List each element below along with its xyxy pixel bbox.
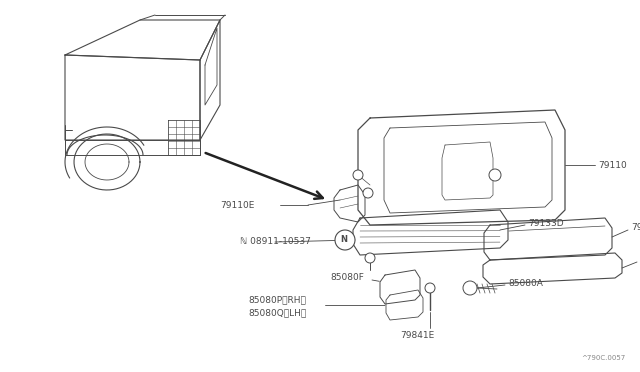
Polygon shape (380, 270, 420, 304)
Circle shape (463, 281, 477, 295)
Text: 79110E: 79110E (220, 201, 254, 209)
Circle shape (365, 253, 375, 263)
Polygon shape (74, 134, 140, 190)
Circle shape (353, 170, 363, 180)
Text: ℕ 08911-10537: ℕ 08911-10537 (240, 237, 311, 247)
Polygon shape (484, 218, 612, 260)
Polygon shape (205, 28, 217, 105)
Text: 85080A: 85080A (508, 279, 543, 288)
Polygon shape (334, 185, 365, 222)
Polygon shape (386, 290, 423, 320)
Polygon shape (442, 142, 493, 200)
Polygon shape (65, 140, 200, 155)
Polygon shape (353, 210, 508, 255)
Polygon shape (65, 55, 200, 140)
Polygon shape (168, 120, 200, 155)
Text: 79133D: 79133D (528, 218, 564, 228)
Text: 85080Q〈LH〉: 85080Q〈LH〉 (248, 308, 307, 317)
Text: ^790C.0057: ^790C.0057 (580, 355, 625, 361)
Text: 79110F: 79110F (631, 224, 640, 232)
Circle shape (335, 230, 355, 250)
Circle shape (363, 188, 373, 198)
Text: 79841E: 79841E (400, 330, 435, 340)
Text: N: N (340, 235, 348, 244)
Polygon shape (384, 122, 552, 213)
Circle shape (425, 283, 435, 293)
Circle shape (489, 169, 501, 181)
Polygon shape (200, 20, 220, 140)
Polygon shape (483, 253, 622, 284)
Text: 85080P〈RH〉: 85080P〈RH〉 (248, 295, 306, 305)
Polygon shape (358, 110, 565, 225)
Text: 85080F: 85080F (330, 273, 364, 282)
Polygon shape (65, 20, 220, 60)
Text: 79110: 79110 (598, 160, 627, 170)
